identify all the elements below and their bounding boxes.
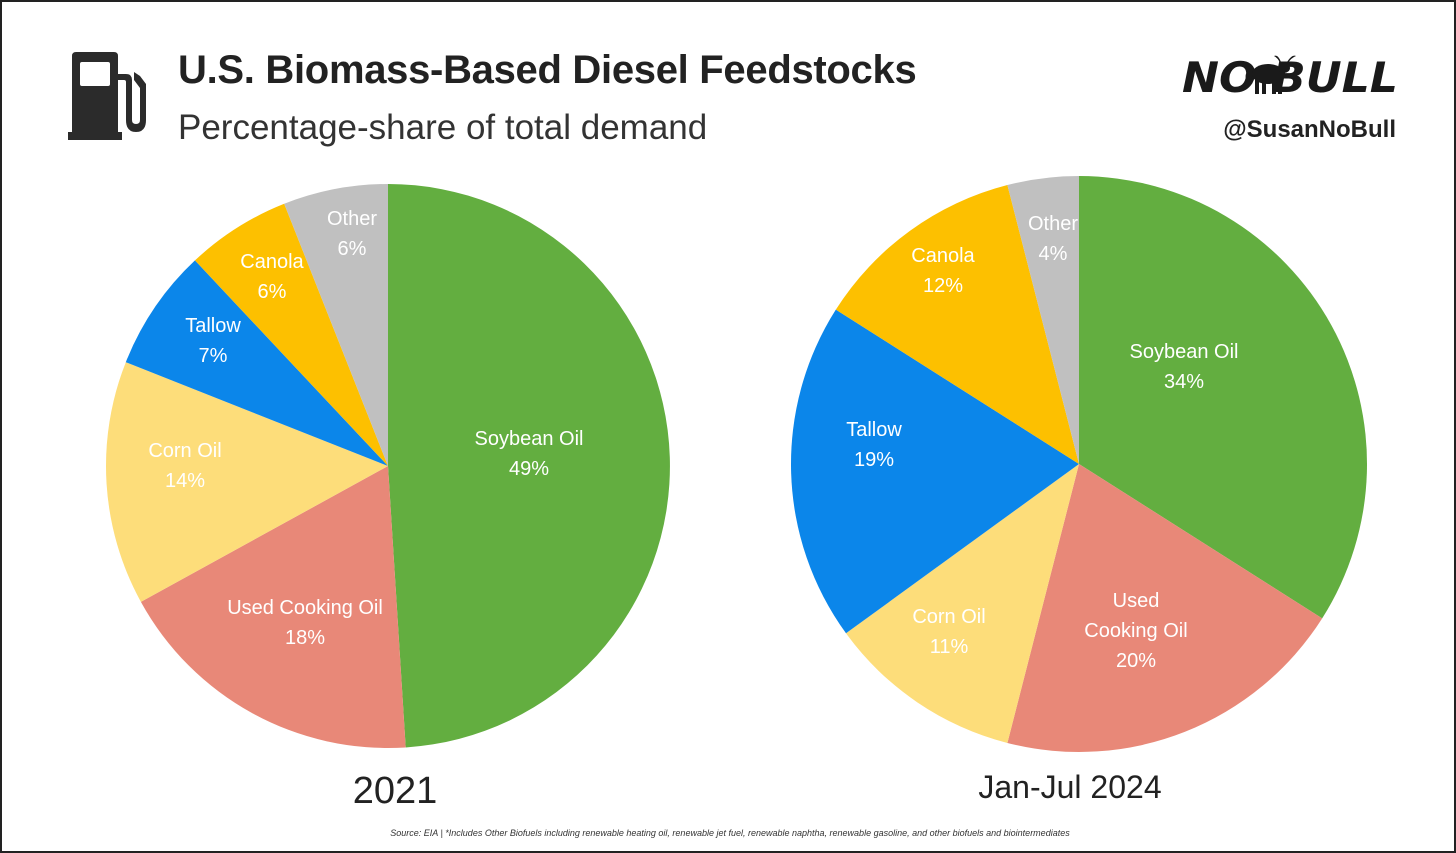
slice-label-used-cooking-oil: Used Cooking Oil 18% bbox=[227, 597, 383, 649]
slice-label-used-cooking-oil: Used Cooking Oil 20% bbox=[1084, 590, 1187, 672]
slice-label-other: Other 6% bbox=[327, 208, 377, 260]
slice-label-corn-oil: Corn Oil 14% bbox=[148, 440, 221, 492]
bull-icon bbox=[1245, 55, 1296, 94]
pie-slice-corn-oil bbox=[105, 362, 389, 602]
slice-label-other: Other 4% bbox=[1028, 213, 1078, 265]
chart-subtitle: Percentage-share of total demand bbox=[178, 108, 708, 147]
brand-logo-text: NO BULL bbox=[1182, 53, 1398, 102]
pie-0: Soybean Oil 49% Used Cooking Oil 18% Corn Oi… bbox=[105, 184, 670, 748]
pie-slice-used-cooking-oil bbox=[1007, 464, 1323, 752]
pie-slice-canola bbox=[835, 185, 1079, 465]
pie-slice-tallow bbox=[790, 309, 1079, 634]
pie-slice-used-cooking-oil bbox=[140, 466, 406, 748]
slice-label-canola: Canola 6% bbox=[240, 251, 304, 303]
pie-1: Soybean Oil 34% Used Cooking Oil 20% Corn Oil… bbox=[790, 175, 1368, 752]
slice-label-canola: Canola 12% bbox=[911, 245, 975, 297]
brand-handle: @SusanNoBull bbox=[1223, 116, 1396, 143]
pie-slice-other bbox=[284, 184, 388, 466]
brand-logo: NO BULL bbox=[1182, 53, 1398, 102]
pie-slice-canola bbox=[194, 203, 388, 467]
pie-slice-soybean-oil bbox=[388, 184, 670, 748]
pie-title-2024: Jan-Jul 2024 bbox=[978, 769, 1162, 805]
pie-slice-tallow bbox=[125, 260, 389, 466]
pie-slice-other bbox=[1007, 176, 1079, 464]
chart-title: U.S. Biomass-Based Diesel Feedstocks bbox=[178, 48, 917, 92]
pie-title-2021: 2021 bbox=[352, 770, 438, 812]
pie-slice-corn-oil bbox=[846, 464, 1079, 743]
slice-label-tallow: Tallow 7% bbox=[185, 315, 241, 367]
slice-label-tallow: Tallow 19% bbox=[846, 419, 902, 471]
source-footnote: Source: EIA | *Includes Other Biofuels i… bbox=[390, 828, 1070, 838]
pie-slice-soybean-oil bbox=[1079, 175, 1368, 619]
slice-label-corn-oil: Corn Oil 11% bbox=[912, 606, 985, 658]
slice-label-soybean-oil: Soybean Oil 49% bbox=[475, 428, 584, 480]
slice-label-soybean-oil: Soybean Oil 34% bbox=[1130, 341, 1239, 393]
fuel-pump-icon bbox=[68, 52, 146, 140]
